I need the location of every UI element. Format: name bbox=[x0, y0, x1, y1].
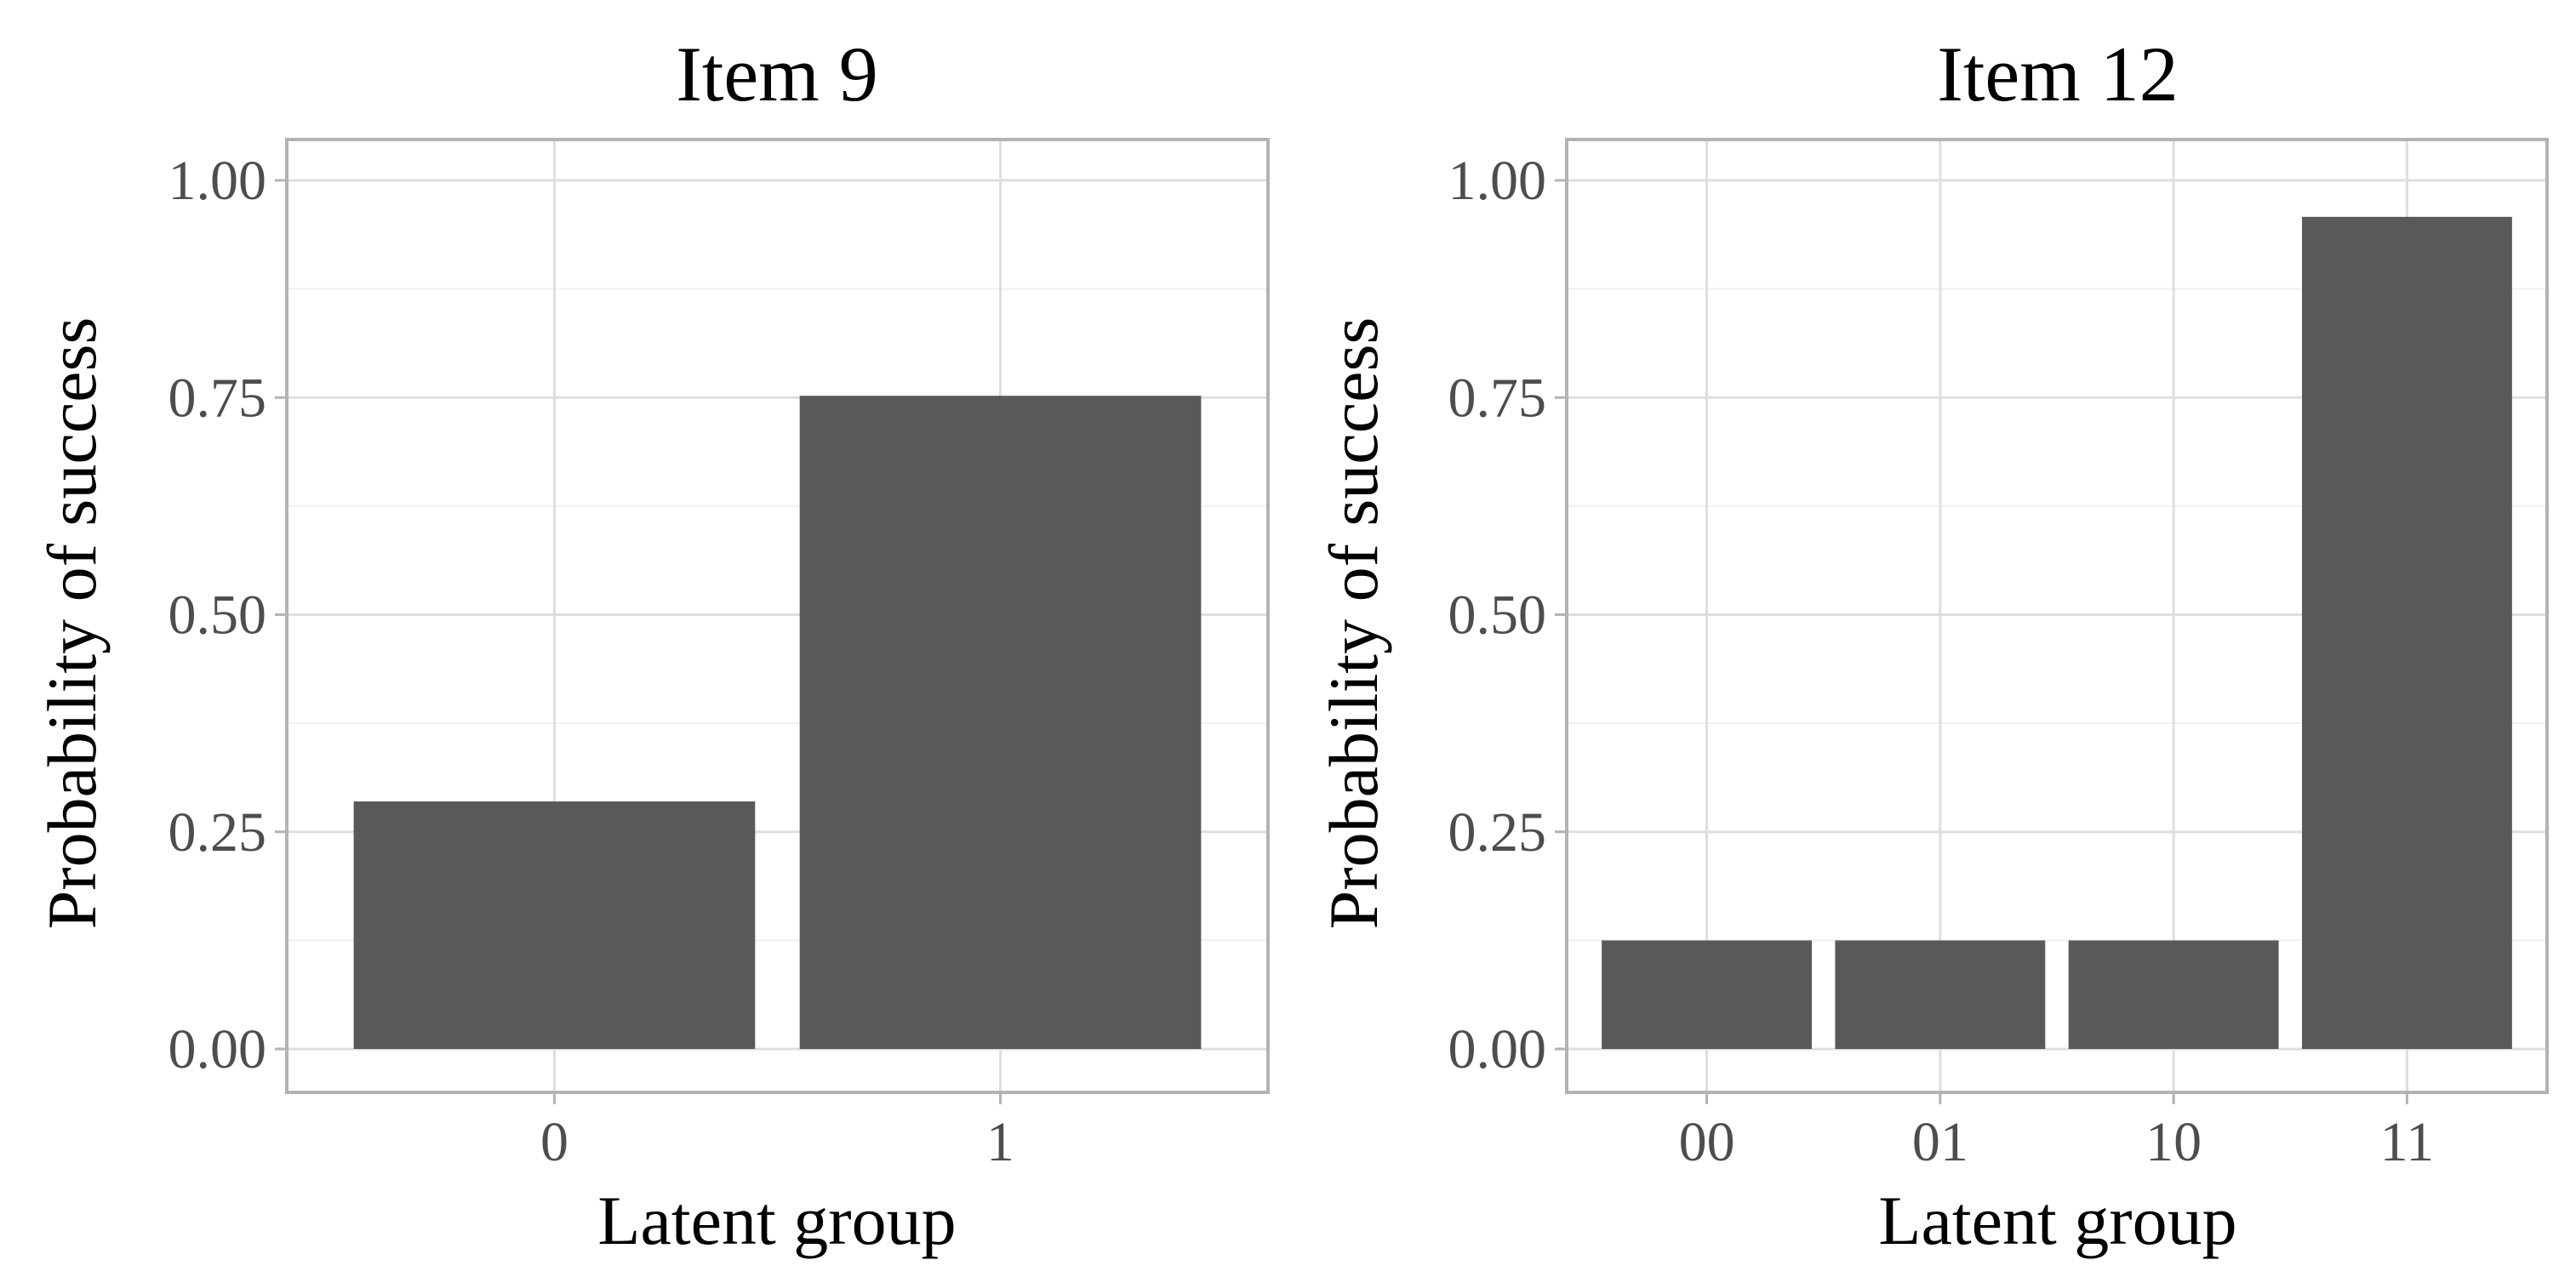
y-tick-label: 0.25 bbox=[168, 801, 267, 864]
x-tick-label: 10 bbox=[2145, 1111, 2202, 1173]
bar-00 bbox=[1602, 940, 1812, 1049]
x-tick-label: 00 bbox=[1679, 1111, 1735, 1173]
x-tick-label: 1 bbox=[986, 1111, 1014, 1173]
y-tick-label: 1.00 bbox=[168, 150, 267, 212]
x-tick-label: 0 bbox=[540, 1111, 568, 1173]
bar-1 bbox=[799, 396, 1202, 1049]
y-tick-label: 0.00 bbox=[1448, 1018, 1547, 1080]
y-tick-label: 0.50 bbox=[168, 584, 267, 647]
y-tick-label: 0.75 bbox=[168, 367, 267, 429]
bar-10 bbox=[2068, 940, 2279, 1049]
chart-panel-1: 0.00 0.25 0.50 0.75 1.00 0 1 Item 9 Latent group… bbox=[33, 31, 1270, 1259]
x-axis-title: Latent group bbox=[1878, 1182, 2236, 1259]
chart-panel-2: 0.00 0.25 0.50 0.75 1.00 00 01 10 11 Item 12 Laten… bbox=[1315, 31, 2549, 1259]
x-axis-title: Latent group bbox=[597, 1182, 956, 1259]
chart-title: Item 9 bbox=[676, 31, 878, 117]
panel-border bbox=[1565, 138, 2549, 1094]
y-axis-title: Probability of success bbox=[1315, 317, 1392, 930]
bar-0 bbox=[353, 801, 756, 1049]
y-tick-label: 0.25 bbox=[1448, 801, 1547, 864]
y-tick-label: 0.75 bbox=[1448, 367, 1547, 429]
x-tick-label: 01 bbox=[1912, 1111, 1968, 1173]
y-tick-label: 0.50 bbox=[1448, 584, 1547, 647]
bar-01 bbox=[1835, 940, 2046, 1049]
y-tick-label: 0.00 bbox=[168, 1018, 267, 1080]
y-axis-title: Probability of success bbox=[33, 317, 111, 930]
panel-border bbox=[285, 138, 1270, 1094]
bar-11 bbox=[2302, 216, 2512, 1049]
x-tick-label: 11 bbox=[2380, 1111, 2435, 1173]
chart-title: Item 12 bbox=[1937, 31, 2179, 117]
y-tick-label: 1.00 bbox=[1448, 150, 1547, 212]
